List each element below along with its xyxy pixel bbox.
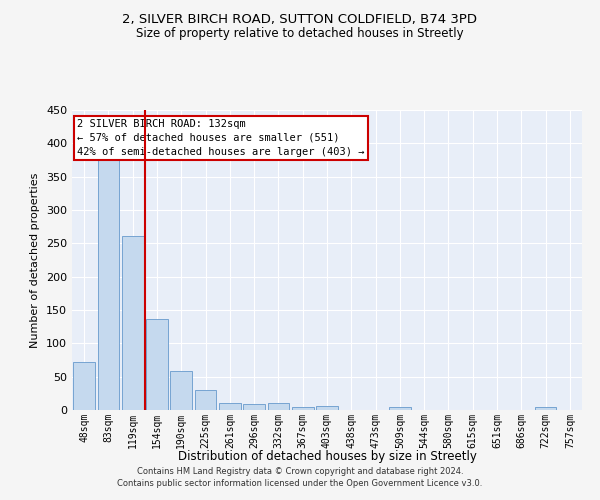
- Y-axis label: Number of detached properties: Number of detached properties: [31, 172, 40, 348]
- Bar: [146, 320, 168, 410]
- Bar: [170, 370, 192, 410]
- Text: 2, SILVER BIRCH ROAD, SUTTON COLDFIELD, B74 3PD: 2, SILVER BIRCH ROAD, SUTTON COLDFIELD, …: [122, 12, 478, 26]
- Bar: [194, 390, 217, 410]
- Bar: [219, 404, 241, 410]
- Bar: [122, 236, 143, 410]
- Text: Distribution of detached houses by size in Streetly: Distribution of detached houses by size …: [178, 450, 476, 463]
- Text: Contains HM Land Registry data © Crown copyright and database right 2024.
Contai: Contains HM Land Registry data © Crown c…: [118, 466, 482, 487]
- Bar: [97, 158, 119, 410]
- Bar: [316, 406, 338, 410]
- Text: Size of property relative to detached houses in Streetly: Size of property relative to detached ho…: [136, 28, 464, 40]
- Bar: [243, 404, 265, 410]
- Bar: [268, 404, 289, 410]
- Bar: [73, 362, 95, 410]
- Bar: [535, 408, 556, 410]
- Bar: [389, 408, 411, 410]
- Text: 2 SILVER BIRCH ROAD: 132sqm
← 57% of detached houses are smaller (551)
42% of se: 2 SILVER BIRCH ROAD: 132sqm ← 57% of det…: [77, 119, 365, 157]
- Bar: [292, 406, 314, 410]
